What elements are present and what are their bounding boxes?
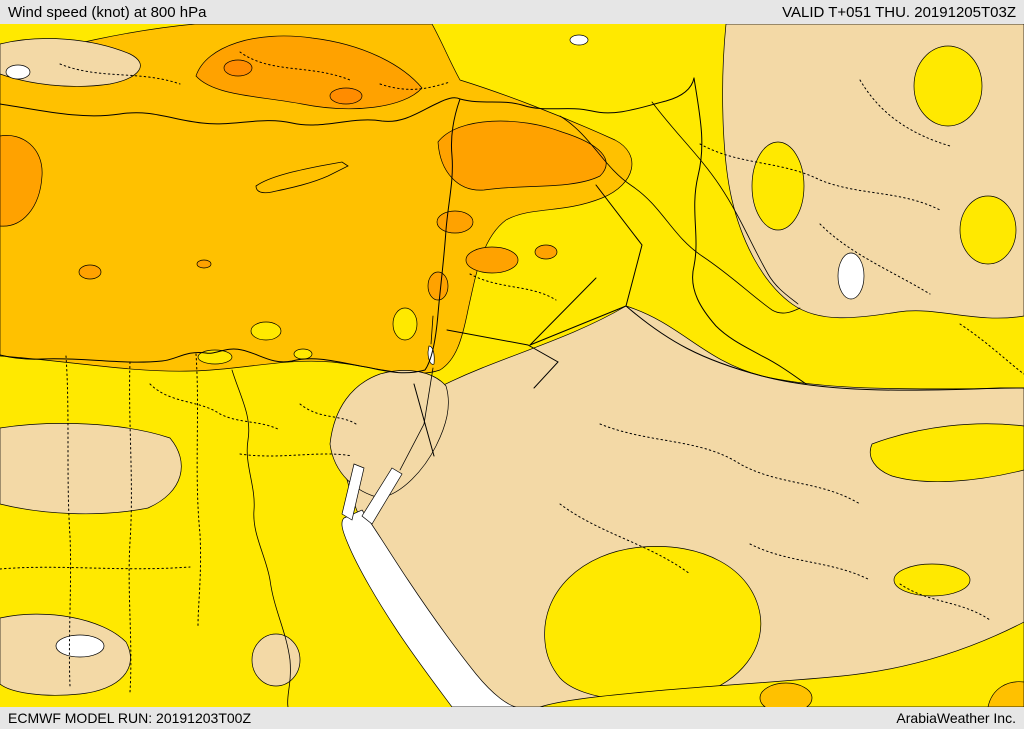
gulf-of-aqaba xyxy=(361,467,403,525)
contour-hole-yellow xyxy=(913,45,983,127)
wind-speed-map-svg xyxy=(0,24,1024,707)
admin-border xyxy=(0,566,191,570)
admin-border xyxy=(899,583,991,621)
admin-border xyxy=(239,51,351,81)
cyprus-coastline xyxy=(255,161,349,194)
admin-border xyxy=(195,353,202,627)
country-borders xyxy=(0,77,1024,707)
border-jordan-saudi xyxy=(527,344,559,389)
border-turkey-syria xyxy=(459,77,695,114)
contour-hole-yellow xyxy=(539,621,1024,707)
admin-border xyxy=(599,423,861,505)
admin-border xyxy=(128,361,132,693)
contour-region-orange-strong xyxy=(196,259,212,269)
border-iraq-iran xyxy=(692,77,807,385)
contour-hole-yellow xyxy=(293,348,313,360)
brand-label: ArabiaWeather Inc. xyxy=(896,710,1016,726)
lake-small xyxy=(569,34,589,46)
water-bodies xyxy=(341,34,865,707)
contour-region-orange-strong xyxy=(534,244,558,260)
admin-border xyxy=(959,323,1024,375)
admin-border xyxy=(699,143,941,211)
lake-ne xyxy=(837,252,865,300)
contour-hole-yellow xyxy=(544,546,762,701)
contour-region-orange-deep xyxy=(329,87,363,105)
admin-border xyxy=(559,503,691,575)
nile-river xyxy=(231,369,291,707)
admin-border xyxy=(65,355,72,687)
model-run-label: ECMWF MODEL RUN: 20191203T00Z xyxy=(8,710,251,726)
admin-border xyxy=(239,453,353,457)
weather-map xyxy=(0,24,1024,707)
admin-border xyxy=(469,273,557,301)
coastline xyxy=(0,97,461,374)
contour-region-tan-nw xyxy=(0,38,141,87)
border-iraq-saudi-east xyxy=(625,305,1024,391)
contour-region-orange-strong xyxy=(436,210,474,234)
border-iraq-saudi xyxy=(529,305,627,346)
map-title: Wind speed (knot) at 800 hPa xyxy=(8,3,207,21)
admin-border xyxy=(819,223,931,295)
admin-borders-dotted xyxy=(0,51,1024,693)
admin-border xyxy=(149,383,281,431)
contour-region-orange-deep xyxy=(223,59,253,77)
euphrates-river xyxy=(559,115,801,314)
footer-bar: ECMWF MODEL RUN: 20191203T00Z ArabiaWeat… xyxy=(0,707,1024,729)
border-jordan-syria xyxy=(446,329,529,346)
gulf-of-suez xyxy=(341,463,365,521)
contour-hole-yellow xyxy=(959,195,1017,265)
contour-region-orange-strong xyxy=(78,264,102,280)
contour-hole-yellow xyxy=(869,423,1024,482)
contour-region-orange-strong xyxy=(465,246,519,274)
border-jordan-iraq xyxy=(529,277,597,346)
contour-region-orange-strong xyxy=(195,35,423,110)
contour-region-orange-strong xyxy=(437,120,607,191)
contour-hole-yellow xyxy=(751,141,805,231)
contour-region-orange-nw xyxy=(0,24,633,374)
contour-hole-white xyxy=(5,64,31,80)
contour-region-orange-strong xyxy=(427,271,449,301)
contour-region-tan-sw xyxy=(251,633,301,687)
contour-hole-yellow xyxy=(250,321,282,341)
tigris-river xyxy=(651,101,799,305)
contour-hole-yellow xyxy=(392,307,418,341)
contour-region-tan-sw xyxy=(0,423,182,515)
contour-hole-yellow xyxy=(893,563,971,597)
border-israel-jordan xyxy=(399,315,434,471)
red-sea xyxy=(341,509,517,707)
admin-border xyxy=(749,543,871,581)
contour-fills xyxy=(0,24,1024,707)
header-bar: Wind speed (knot) at 800 hPa VALID T+051… xyxy=(0,0,1024,24)
admin-border xyxy=(59,63,181,85)
contour-region-orange-south xyxy=(987,681,1024,707)
valid-time-label: VALID T+051 THU. 20191205T03Z xyxy=(782,3,1016,21)
border-egypt-israel xyxy=(413,383,435,457)
contour-hole-white xyxy=(55,634,105,658)
border-syria-iraq xyxy=(595,184,643,307)
contour-region-orange-south xyxy=(759,682,813,707)
contour-region-orange-strong xyxy=(0,135,43,227)
admin-border xyxy=(299,403,357,425)
